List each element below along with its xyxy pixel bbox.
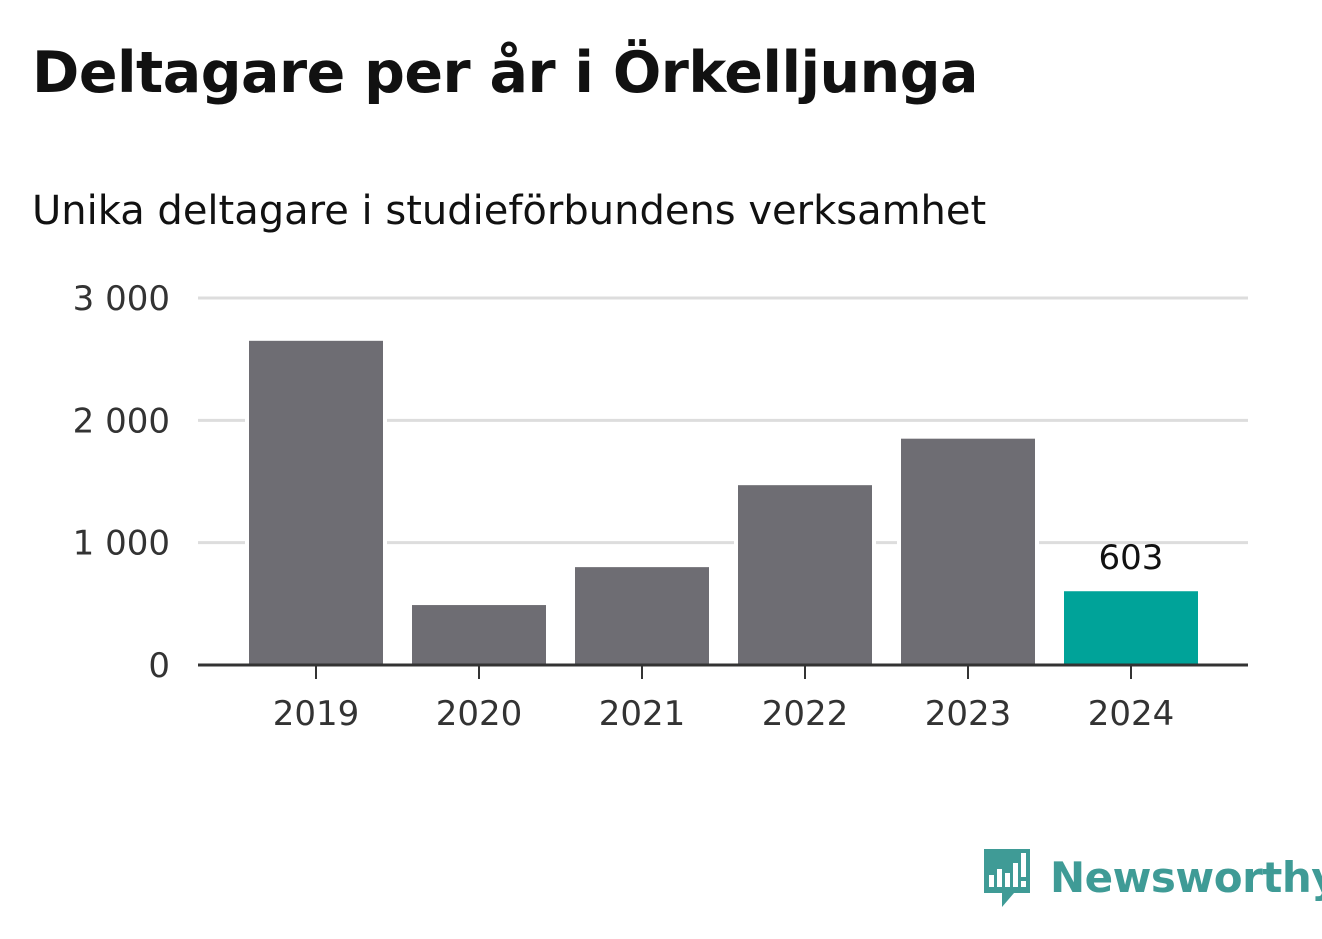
data-label: 603	[1099, 538, 1164, 578]
newsworthy-logo-icon	[984, 849, 1030, 907]
x-tick-label: 2023	[925, 694, 1012, 734]
bar-2019	[245, 336, 387, 669]
chart-title: Deltagare per år i Örkelljunga	[32, 40, 978, 106]
x-tick-label: 2022	[762, 694, 849, 734]
bar-2021	[571, 563, 713, 670]
x-tick-label: 2024	[1088, 694, 1175, 734]
y-tick-label: 1 000	[73, 524, 170, 564]
x-tick-label: 2020	[436, 694, 523, 734]
x-tick-label: 2021	[599, 694, 686, 734]
bar-chart: 0 1 000 2 000 3 000 2019 2020 2021 2022 2023 2024…	[73, 279, 1248, 734]
x-tick-label: 2019	[273, 694, 360, 734]
bar-2023	[897, 434, 1039, 669]
y-tick-label: 3 000	[73, 279, 170, 319]
chart-subtitle: Unika deltagare i studieförbundens verks…	[32, 188, 987, 234]
y-tick-label: 2 000	[73, 401, 170, 441]
brand: Newsworthy	[980, 845, 1322, 909]
y-tick-label: 0	[148, 646, 170, 686]
bar-2024	[1060, 587, 1202, 669]
brand-name: Newsworthy	[1050, 852, 1322, 902]
bar-2022	[734, 481, 876, 670]
bar-2020	[408, 601, 550, 669]
